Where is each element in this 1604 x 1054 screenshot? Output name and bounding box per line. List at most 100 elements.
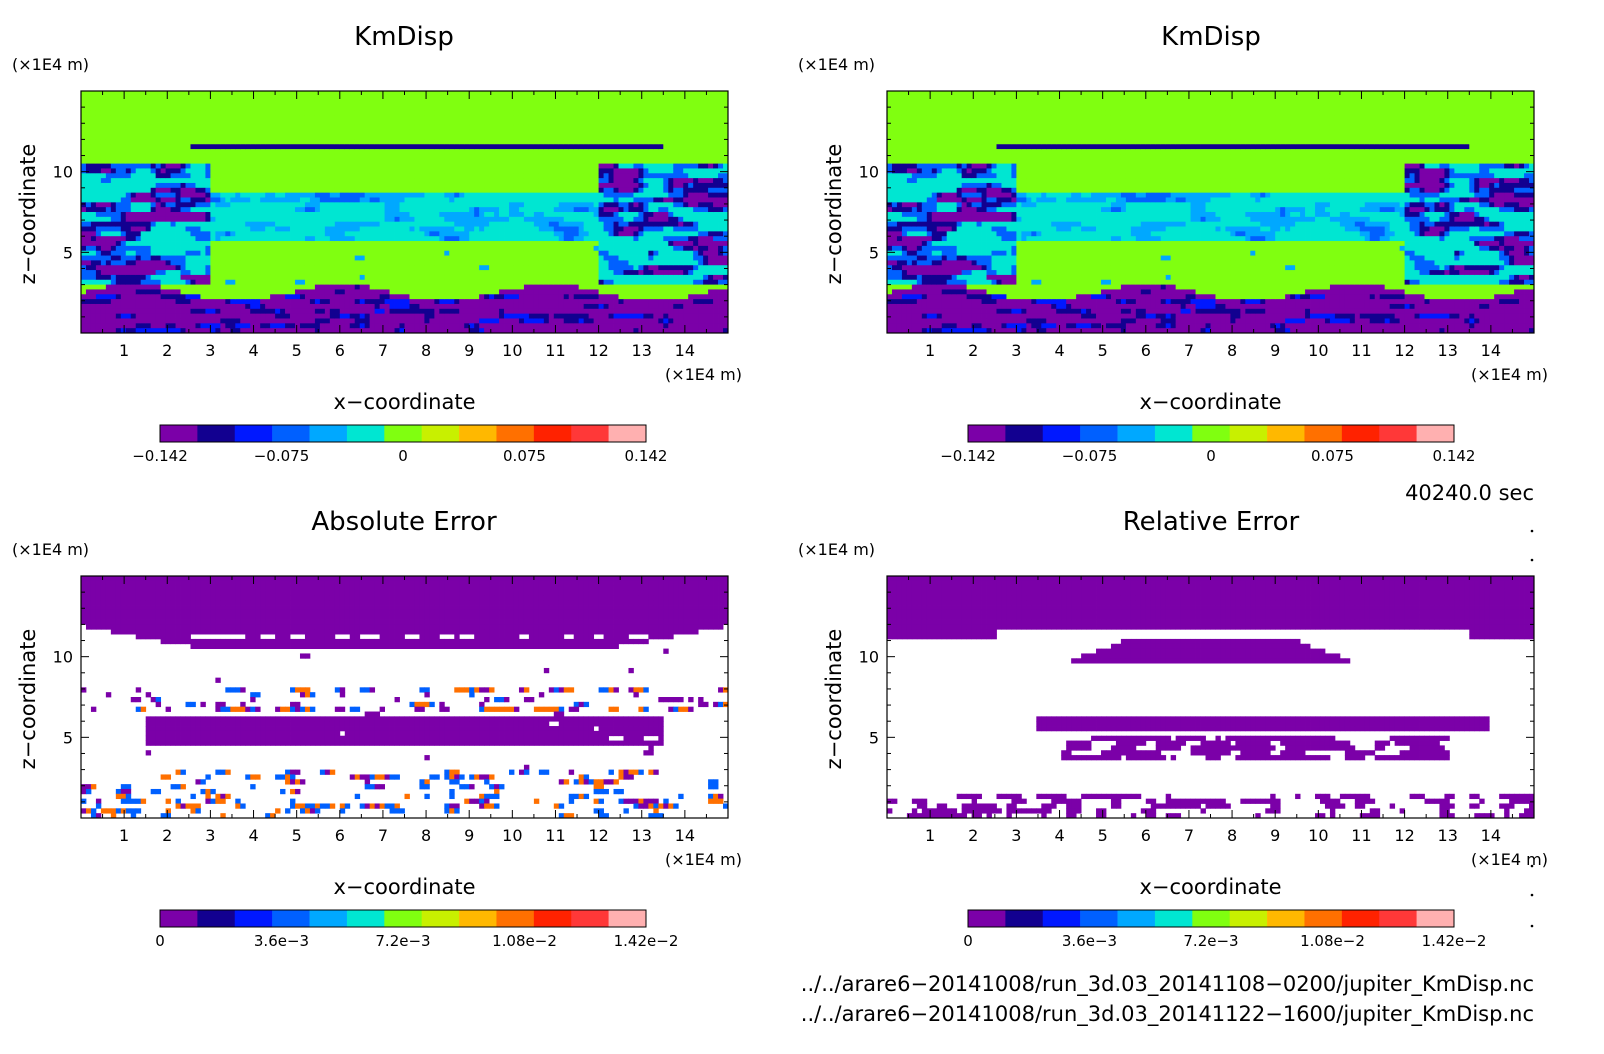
heatmap-cell: [95, 115, 102, 121]
heatmap-cell: [364, 144, 371, 150]
heatmap-cell: [513, 274, 520, 281]
heatmap-cell: [364, 289, 371, 295]
heatmap-cell: [324, 168, 331, 174]
heatmap-cell: [270, 308, 276, 315]
heatmap-cell: [230, 149, 236, 155]
heatmap-cell: [135, 100, 142, 106]
heatmap-cell: [344, 221, 351, 227]
heatmap-cell: [444, 182, 450, 189]
heatmap-cell: [334, 265, 341, 271]
heatmap-cell: [533, 323, 540, 329]
heatmap-cell: [295, 260, 301, 266]
heatmap-cell: [414, 202, 420, 208]
heatmap-cell: [190, 289, 196, 295]
heatmap-cell: [494, 173, 500, 179]
heatmap-cell: [255, 120, 261, 126]
heatmap-cell: [504, 153, 510, 160]
heatmap-cell: [563, 124, 570, 131]
heatmap-cell: [429, 197, 435, 203]
heatmap-cell: [140, 255, 147, 261]
heatmap-cell: [464, 134, 470, 140]
heatmap-cell: [195, 270, 201, 276]
heatmap-cell: [523, 149, 530, 155]
heatmap-cell: [170, 110, 176, 116]
heatmap-cell: [230, 173, 236, 179]
heatmap-cell: [314, 308, 321, 315]
heatmap-cell: [394, 139, 400, 145]
heatmap-cell: [275, 241, 281, 247]
heatmap-cell: [125, 265, 132, 271]
heatmap-cell: [210, 323, 216, 329]
heatmap-cell: [344, 173, 351, 179]
heatmap-cell: [504, 129, 510, 135]
heatmap-cell: [319, 221, 326, 227]
heatmap-cell: [175, 163, 181, 169]
heatmap-cell: [270, 168, 276, 174]
heatmap-cell: [499, 279, 505, 285]
heatmap-cell: [185, 163, 191, 169]
heatmap-cell: [220, 303, 226, 310]
heatmap-cell: [130, 289, 137, 295]
heatmap-cell: [533, 260, 540, 266]
heatmap-cell: [230, 100, 236, 106]
heatmap-cell: [558, 303, 565, 310]
heatmap-cell: [533, 115, 540, 121]
heatmap-cell: [290, 308, 296, 315]
heatmap-cell: [523, 303, 530, 310]
heatmap-cell: [533, 144, 540, 150]
heatmap-cell: [155, 158, 162, 164]
heatmap-cell: [100, 250, 107, 256]
heatmap-cell: [339, 202, 346, 208]
heatmap-cell: [548, 255, 555, 261]
heatmap-cell: [210, 182, 216, 189]
heatmap-cell: [240, 144, 246, 150]
heatmap-cell: [494, 129, 500, 135]
heatmap-cell: [170, 115, 176, 121]
heatmap-cell: [210, 260, 216, 266]
heatmap-cell: [409, 95, 415, 102]
heatmap-cell: [215, 265, 221, 271]
heatmap-cell: [115, 197, 122, 203]
heatmap-cell: [235, 95, 241, 102]
heatmap-cell: [309, 274, 316, 281]
heatmap-cell: [275, 274, 281, 281]
heatmap-cell: [518, 192, 525, 198]
heatmap-cell: [90, 173, 97, 179]
heatmap-cell: [285, 212, 291, 218]
heatmap-cell: [100, 95, 107, 102]
heatmap-cell: [299, 120, 306, 126]
heatmap-cell: [518, 173, 525, 179]
heatmap-cell: [270, 284, 276, 290]
heatmap-cell: [513, 216, 520, 223]
heatmap-cell: [339, 250, 346, 256]
heatmap-cell: [275, 294, 281, 300]
heatmap-cell: [180, 192, 186, 198]
heatmap-cell: [215, 313, 221, 319]
heatmap-cell: [364, 236, 371, 242]
heatmap-cell: [354, 323, 361, 329]
heatmap-cell: [494, 260, 500, 266]
heatmap-cell: [185, 144, 191, 150]
heatmap-cell: [165, 178, 171, 184]
heatmap-cell: [389, 144, 395, 150]
heatmap-cell: [324, 318, 331, 324]
heatmap-cell: [429, 294, 435, 300]
heatmap-cell: [538, 173, 545, 179]
heatmap-cell: [369, 303, 376, 310]
heatmap-cell: [449, 212, 455, 218]
heatmap-cell: [509, 187, 515, 194]
heatmap-cell: [235, 231, 241, 237]
heatmap-cell: [255, 105, 261, 111]
heatmap-cell: [474, 231, 480, 237]
heatmap-cell: [280, 260, 286, 266]
heatmap-cell: [419, 192, 425, 198]
heatmap-cell: [329, 182, 336, 189]
heatmap-cell: [155, 173, 162, 179]
heatmap-cell: [270, 115, 276, 121]
heatmap-cell: [504, 124, 510, 131]
heatmap-cell: [185, 236, 191, 242]
heatmap-cell: [220, 124, 226, 131]
heatmap-cell: [329, 236, 336, 242]
heatmap-cell: [573, 139, 580, 145]
